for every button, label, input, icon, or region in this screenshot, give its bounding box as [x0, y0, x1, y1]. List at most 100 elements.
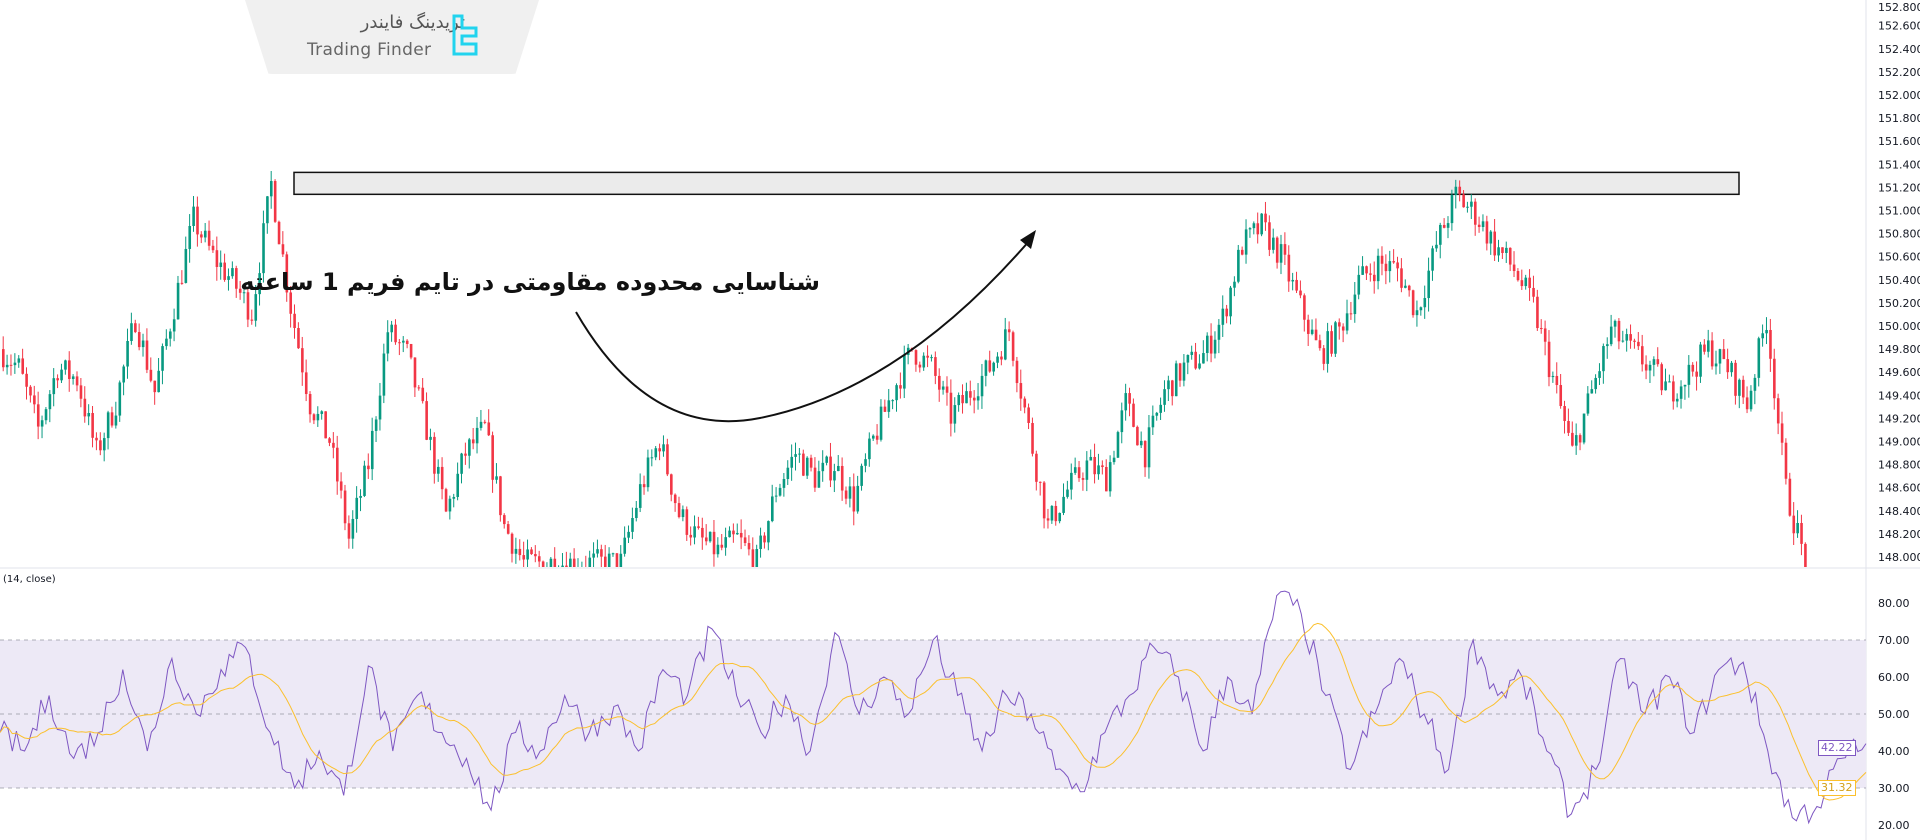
- candle-body: [44, 409, 48, 421]
- candle-body: [452, 496, 456, 499]
- candle-body: [1792, 515, 1796, 534]
- candle-body: [1124, 393, 1128, 411]
- candle-body: [1314, 329, 1318, 341]
- candle-body: [976, 396, 980, 401]
- candle-body: [1147, 427, 1151, 468]
- candle-body: [1734, 362, 1737, 396]
- candle-body: [87, 413, 91, 417]
- candle-body: [988, 360, 992, 372]
- candle-body: [1268, 222, 1271, 250]
- candle-body: [720, 544, 724, 548]
- candle-body: [1264, 213, 1267, 223]
- candle-body: [1586, 393, 1590, 414]
- candle-body: [262, 223, 265, 274]
- candle-body: [1446, 223, 1450, 228]
- candle-body: [794, 454, 797, 457]
- candle-body: [712, 531, 716, 555]
- candle-body: [914, 350, 918, 365]
- candle-body: [666, 444, 669, 475]
- candle-body: [1512, 264, 1516, 272]
- candle-body: [852, 486, 856, 512]
- candle-body: [553, 558, 557, 567]
- candle-body: [165, 338, 168, 347]
- candle-body: [1551, 375, 1555, 378]
- candle-body: [1718, 349, 1722, 364]
- candle-body: [1097, 465, 1100, 475]
- candle-body: [134, 323, 137, 333]
- candle-body: [161, 346, 164, 371]
- candle-body: [1780, 423, 1784, 443]
- rsi-tick-label: 20.00: [1878, 819, 1910, 832]
- candle-body: [433, 436, 436, 474]
- candle-body: [1023, 398, 1027, 408]
- candle-body: [1520, 280, 1524, 287]
- candle-body: [918, 364, 922, 368]
- rsi-value-badge: 42.22: [1818, 740, 1856, 756]
- candle-body: [996, 356, 999, 363]
- candle-body: [297, 328, 300, 349]
- candle-body: [289, 292, 293, 314]
- candle-body: [1178, 363, 1182, 381]
- candle-body: [1101, 465, 1104, 468]
- candle-body: [1442, 224, 1446, 228]
- candle-body: [367, 465, 370, 470]
- candle-body: [1730, 362, 1733, 373]
- candle-body: [821, 462, 825, 472]
- candle-body: [1042, 482, 1046, 519]
- candle-body: [102, 438, 106, 451]
- rsi-ma-value-badge: 31.32: [1818, 780, 1856, 796]
- candle-body: [9, 364, 13, 366]
- candle-body: [1707, 340, 1710, 352]
- candle-body: [1672, 381, 1675, 402]
- candle-body: [728, 530, 731, 538]
- price-tick-label: 149.400: [1878, 389, 1920, 402]
- candle-body: [339, 481, 343, 491]
- candle-body: [1120, 410, 1124, 433]
- candle-body: [118, 382, 122, 416]
- candle-body: [184, 248, 188, 283]
- candle-body: [1656, 359, 1660, 365]
- candle-body: [386, 332, 390, 354]
- candle-body: [95, 437, 98, 441]
- candle-body: [1578, 435, 1582, 443]
- candle-body: [1505, 247, 1508, 253]
- candle-body: [471, 439, 475, 444]
- candle-body: [246, 292, 250, 320]
- candle-body: [1163, 389, 1166, 405]
- price-tick-label: 152.800: [1878, 1, 1920, 14]
- candle-body: [110, 412, 114, 426]
- candle-body: [1167, 380, 1170, 390]
- candle-body: [1198, 363, 1201, 369]
- price-tick-label: 152.200: [1878, 66, 1920, 79]
- candle-body: [402, 340, 405, 343]
- candle-body: [29, 386, 32, 396]
- rsi-ma-line: [0, 622, 1867, 801]
- candle-body: [1613, 320, 1617, 327]
- candle-body: [238, 288, 242, 293]
- candle-body: [1054, 505, 1058, 522]
- candle-body: [1536, 296, 1539, 329]
- candle-body: [495, 476, 498, 480]
- candle-body: [1473, 201, 1477, 225]
- candle-body: [1400, 268, 1403, 288]
- candle-body: [716, 544, 720, 555]
- candle-body: [200, 234, 203, 238]
- candle-body: [1108, 462, 1112, 492]
- logo-text-fa: تریدینگ فایندر: [360, 12, 465, 33]
- candle-body: [1776, 398, 1780, 424]
- candle-body: [1540, 328, 1543, 330]
- candle-body: [565, 565, 568, 567]
- candle-body: [1213, 339, 1217, 354]
- candle-body: [1726, 359, 1730, 373]
- candle-body: [1388, 261, 1392, 272]
- candle-body: [677, 503, 681, 518]
- candle-body: [1004, 329, 1007, 360]
- candle-body: [1081, 478, 1085, 480]
- candle-body: [285, 254, 289, 293]
- candle-body: [1738, 379, 1741, 396]
- candle-body: [1116, 432, 1120, 458]
- candle-body: [895, 385, 898, 401]
- resistance-zone[interactable]: [293, 171, 1740, 196]
- candle-body: [1419, 307, 1423, 311]
